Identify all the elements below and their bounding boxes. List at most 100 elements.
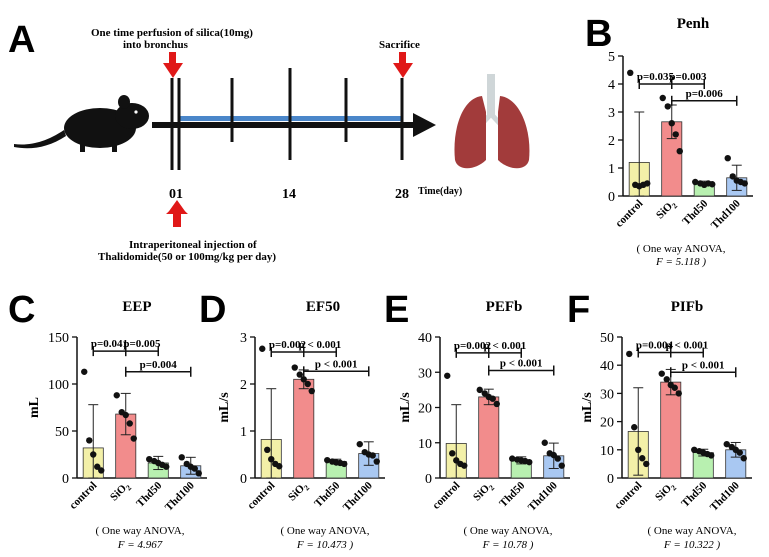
data-point — [658, 370, 665, 377]
anova-line1: ( One way ANOVA, — [636, 243, 725, 255]
data-point — [130, 435, 137, 442]
sacrifice-label: Sacrifice — [379, 39, 420, 51]
chart-penh: B Penh ( One way ANOVA, F = 5.118 ) 0 1 2 3… — [585, 13, 753, 268]
data-point — [259, 345, 266, 352]
lungs-icon — [454, 74, 530, 169]
y-tick-label: 1 — [240, 425, 247, 440]
data-point — [740, 455, 747, 462]
data-point — [98, 467, 105, 474]
x-tick-label: Thd50 — [497, 479, 527, 509]
data-point — [268, 456, 275, 463]
p-value-label: p=0.002 — [269, 339, 307, 351]
data-point — [729, 173, 736, 180]
x-tick-label: control — [612, 480, 644, 512]
data-point — [554, 455, 561, 462]
data-point — [195, 470, 202, 477]
chart-title: PIFb — [671, 299, 704, 315]
x-tick-label: SiO2 — [471, 480, 496, 505]
x-tick-label: SiO2 — [108, 480, 133, 505]
data-point — [86, 437, 93, 444]
data-point — [723, 440, 730, 448]
perfusion-down-arrow-icon — [163, 52, 183, 78]
x-tick-label: Thd100 — [526, 479, 560, 513]
day-label-28: 28 — [395, 187, 409, 202]
data-point — [724, 155, 731, 162]
p-value-label: p=0.002 — [454, 340, 492, 352]
y-tick-label: 100 — [48, 378, 69, 393]
data-point — [146, 456, 153, 463]
panel-letter-c: C — [8, 289, 35, 331]
panel-letter-a: A — [8, 19, 35, 61]
panel-letter-d: D — [199, 289, 226, 331]
day-label-14: 14 — [282, 187, 296, 202]
panel-letter-f: F — [567, 289, 590, 331]
data-point — [541, 439, 548, 446]
x-tick-label: Thd100 — [709, 197, 743, 231]
y-tick-label: 10 — [600, 444, 614, 459]
data-point — [341, 460, 348, 468]
anova-line1: ( One way ANOVA, — [95, 525, 184, 537]
data-point — [444, 372, 451, 379]
perfusion-label-line1: One time perfusion of silica(10mg) — [91, 27, 253, 39]
anova-line2: F = 10.473 ) — [296, 539, 354, 551]
p-value-label: p < 0.001 — [299, 339, 342, 351]
data-point — [489, 395, 496, 402]
data-point — [90, 451, 97, 458]
data-point — [178, 454, 185, 461]
p-value-label: p < 0.001 — [682, 359, 725, 371]
perfusion-label-line2: into bronchus — [123, 39, 189, 51]
chart-ef50: D EF50 ( One way ANOVA, F = 10.473 ) 0 1 2… — [199, 289, 385, 551]
bar-SiO2 — [478, 396, 500, 479]
injection-label-line1: Intraperitoneal injection of — [129, 239, 257, 251]
data-point — [736, 449, 743, 456]
y-tick-label: 0 — [425, 472, 432, 487]
p-value-label: p=0.041 — [91, 338, 128, 350]
data-point — [708, 452, 715, 459]
data-point — [356, 440, 363, 448]
panel-letter-b: B — [585, 13, 612, 55]
p-value-label: p=0.006 — [686, 88, 724, 100]
y-tick-label: 3 — [608, 106, 615, 121]
panel-letter-e: E — [384, 289, 409, 331]
y-tick-label: 0 — [62, 472, 69, 487]
data-point — [509, 455, 516, 462]
x-tick-label: Thd100 — [163, 479, 197, 513]
mouse-icon — [14, 95, 149, 152]
data-point — [126, 420, 133, 427]
anova-line2: F = 5.118 ) — [655, 256, 706, 268]
y-tick-label: 2 — [240, 378, 247, 393]
x-tick-label: Thd50 — [312, 479, 342, 509]
data-point — [663, 376, 670, 383]
data-point — [81, 368, 88, 375]
chart-pefb: E PEFb ( One way ANOVA, F = 10.78 ) 0 10 2… — [384, 289, 570, 551]
y-axis-label: mL/s — [398, 392, 413, 423]
data-point — [741, 180, 748, 187]
y-tick-label: 0 — [608, 190, 615, 205]
data-point — [672, 131, 679, 138]
p-value-label: p < 0.001 — [500, 357, 543, 369]
data-point — [369, 452, 376, 459]
y-tick-label: 30 — [418, 366, 432, 381]
anova-line1: ( One way ANOVA, — [280, 525, 369, 537]
x-tick-label: control — [430, 480, 462, 512]
y-tick-label: 30 — [600, 387, 614, 402]
data-point — [493, 400, 500, 408]
day-label-1: 1 — [176, 187, 183, 202]
data-point — [631, 424, 638, 431]
chart-title: EF50 — [306, 299, 340, 315]
data-point — [635, 446, 642, 453]
p-value-label: p < 0.001 — [484, 340, 527, 352]
data-point — [664, 103, 671, 110]
data-point — [304, 380, 311, 388]
y-tick-label: 4 — [608, 78, 615, 93]
data-point — [264, 446, 271, 453]
day-label-0: 0 — [169, 187, 176, 202]
x-tick-label: SiO2 — [286, 480, 311, 505]
y-tick-label: 0 — [240, 472, 247, 487]
x-tick-label: Thd50 — [134, 479, 164, 509]
y-tick-label: 150 — [48, 331, 69, 346]
data-point — [627, 69, 634, 77]
anova-line2: F = 10.78 ) — [482, 539, 534, 551]
sacrifice-down-arrow-icon — [393, 52, 413, 78]
data-point — [94, 463, 101, 470]
